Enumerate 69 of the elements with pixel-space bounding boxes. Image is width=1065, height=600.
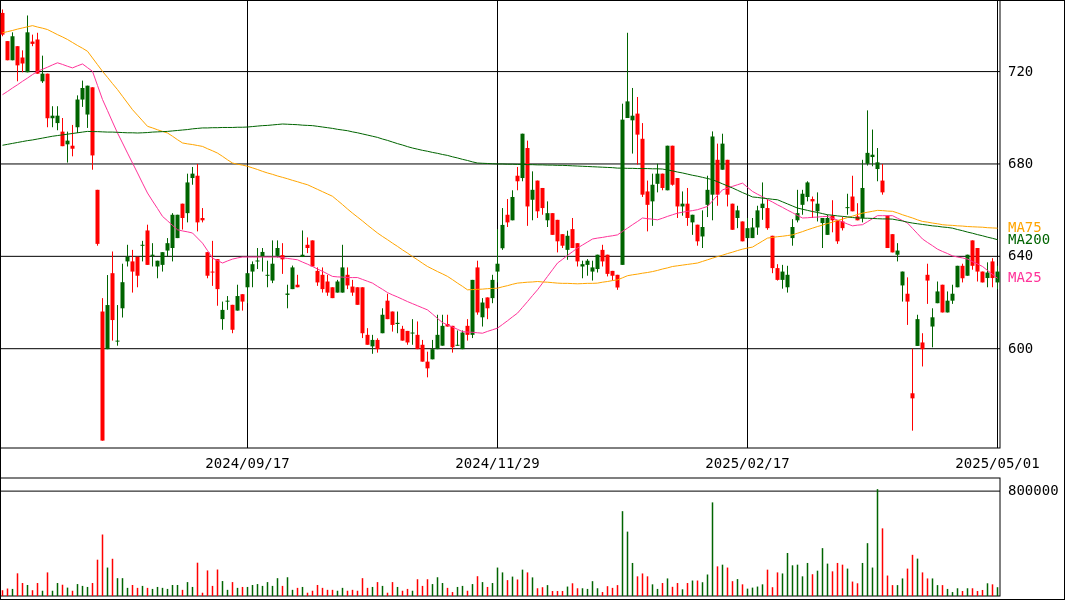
candlestick	[875, 147, 880, 182]
candlestick	[565, 230, 570, 261]
candlestick	[755, 205, 760, 236]
candlestick	[515, 166, 520, 191]
candlestick	[235, 284, 240, 312]
candlestick	[735, 205, 740, 229]
candlestick	[220, 301, 225, 331]
candlestick	[485, 296, 490, 320]
candlestick	[140, 240, 145, 262]
candlestick	[380, 307, 385, 334]
candlestick	[0, 8, 5, 37]
candlestick	[655, 163, 660, 193]
candlestick	[845, 193, 850, 216]
candlestick	[985, 261, 990, 288]
candlestick	[225, 295, 230, 311]
series-label: MA25	[1008, 269, 1042, 286]
candlestick	[785, 265, 790, 294]
candlestick	[255, 247, 260, 270]
x-tick-label: 2024/09/17	[205, 455, 290, 471]
candlestick	[245, 272, 250, 304]
y-tick-label: 800000	[1008, 482, 1059, 499]
candlestick	[920, 332, 925, 367]
candlestick	[765, 198, 770, 231]
candlestick	[925, 263, 930, 305]
candlestick	[895, 242, 900, 262]
candlestick	[880, 163, 885, 196]
candlestick	[20, 49, 25, 73]
x-tick-label: 2024/11/29	[455, 455, 540, 471]
candlestick	[250, 260, 255, 288]
candlestick	[815, 191, 820, 222]
candlestick	[270, 239, 275, 284]
candlestick	[545, 200, 550, 228]
candlestick	[500, 207, 505, 251]
candlestick	[180, 203, 185, 231]
candlestick	[410, 318, 415, 346]
candlestick	[960, 263, 965, 283]
candlestick	[505, 198, 510, 228]
candlestick	[990, 257, 995, 288]
candlestick	[495, 228, 500, 283]
candlestick	[910, 348, 915, 432]
candlestick	[160, 251, 165, 273]
candlestick	[490, 274, 495, 304]
candlestick	[420, 339, 425, 363]
candlestick	[700, 209, 705, 249]
candlestick	[115, 304, 120, 347]
y-tick-label: 600	[1008, 339, 1034, 356]
x-tick-label: 2025/05/01	[955, 455, 1040, 471]
y-tick-label: 720	[1008, 62, 1034, 79]
candlestick	[905, 276, 910, 326]
candlestick	[950, 284, 955, 305]
y-tick-label: 680	[1008, 154, 1034, 171]
x-tick-label: 2025/02/17	[705, 455, 790, 471]
candlestick	[510, 189, 515, 221]
candlestick	[530, 170, 535, 221]
candlestick	[135, 256, 140, 288]
candlestick	[930, 307, 935, 348]
candlestick	[450, 325, 455, 354]
candlestick	[480, 297, 485, 328]
candlestick	[650, 173, 655, 227]
candlestick	[370, 334, 375, 355]
candlestick	[55, 105, 60, 131]
candlestick	[440, 314, 445, 347]
candlestick	[805, 180, 810, 202]
candlestick	[900, 271, 905, 303]
y-tick-label: 640	[1008, 247, 1034, 264]
candlestick	[70, 124, 75, 157]
candlestick	[635, 96, 640, 166]
candlestick	[850, 175, 855, 212]
candlestick	[40, 55, 45, 84]
